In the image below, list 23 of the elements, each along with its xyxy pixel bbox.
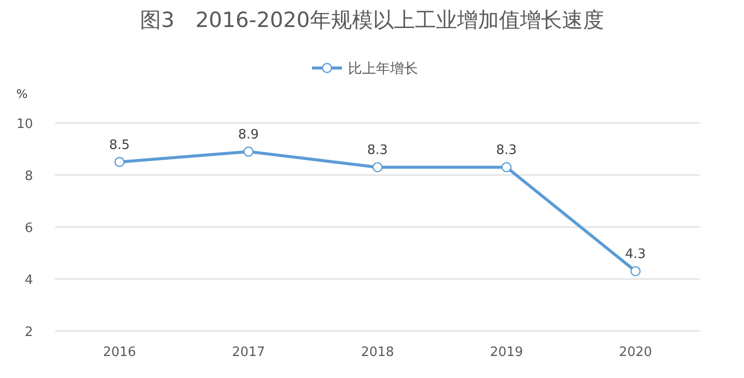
- y-tick-label: 10: [16, 117, 33, 132]
- y-tick-label: 2: [24, 325, 33, 340]
- x-tick-label: 2019: [490, 345, 524, 360]
- x-tick-label: 2016: [102, 345, 136, 360]
- data-label: 8.5: [109, 138, 130, 153]
- data-label: 4.3: [625, 247, 646, 262]
- y-tick-label: 4: [24, 273, 33, 288]
- point: [630, 266, 641, 276]
- y-tick-label: 8: [24, 169, 33, 184]
- point: [372, 162, 383, 172]
- data-label: 8.3: [367, 143, 388, 158]
- legend-label: 比上年增长: [348, 61, 418, 77]
- chart-title: 图3 2016-2020年规模以上工业增加值增长速度: [140, 8, 604, 32]
- data-label: 8.3: [496, 143, 517, 158]
- point: [114, 156, 125, 168]
- x-tick-label: 2017: [232, 345, 266, 360]
- y-tick-label: 6: [24, 221, 33, 236]
- point: [243, 146, 254, 157]
- data-label: 8.9: [238, 128, 259, 143]
- x-tick-label: 2020: [618, 345, 652, 360]
- x-tick-label: 2018: [360, 345, 394, 360]
- point: [501, 162, 512, 172]
- y-axis-title: %: [16, 87, 28, 101]
